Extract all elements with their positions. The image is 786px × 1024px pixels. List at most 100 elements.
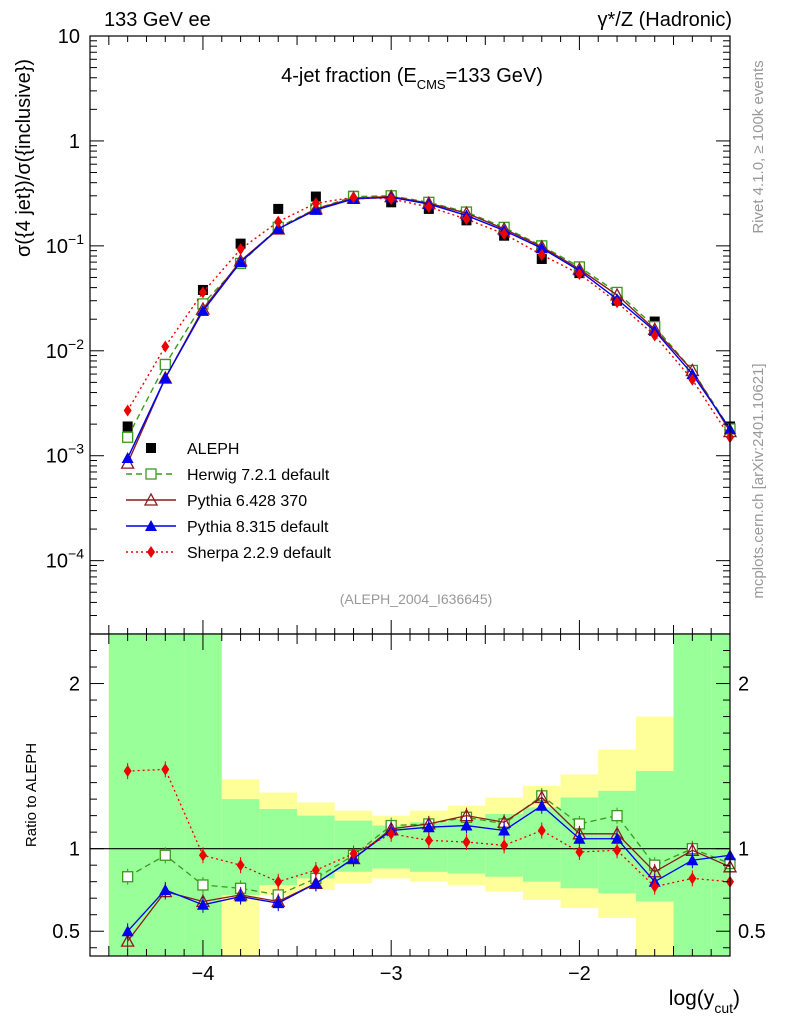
analysis-annotation: (ALEPH_2004_I636645) [340,591,493,607]
main-y-tick-label: 10−1 [46,231,84,258]
ratio-point-sherpa [688,872,697,885]
ratio-x-tick-label: −4 [192,963,215,985]
ratio-point-sherpa [613,844,622,857]
point-data [122,421,133,432]
main-y-tick-label: 10 [58,26,80,48]
ratio-y-tick-label-right: 1 [738,839,749,861]
ratio-bands [90,634,730,956]
series-pythia6 [120,189,738,469]
ratio-point-pythia8 [686,854,699,866]
ratio-point-sherpa [311,864,320,877]
series-line-pythia6 [127,195,731,464]
rivet-label: Rivet 4.1.0, ≥ 100k events [750,60,767,233]
point-pythia8 [121,452,134,464]
point-sherpa [161,340,170,353]
band-inner [146,634,185,956]
point-pythia8 [196,304,209,316]
ratio-point-herwig [159,849,171,861]
point-data [273,203,284,214]
legend-label: Pythia 8.315 default [187,519,329,536]
ratio-point-sherpa [274,875,283,888]
ratio-point-pythia8 [460,819,473,831]
legend-label: Pythia 6.428 370 [187,493,307,510]
band-inner [522,807,561,882]
ratio-point-pythia8 [422,821,435,833]
main-y-tick-label: 10−4 [46,546,84,573]
ratio-x-tick-label: −3 [380,963,403,985]
ratio-xlabel: log(ycut) [669,987,740,1016]
ratio-point-sherpa [500,839,509,852]
point-pythia8 [272,222,285,234]
header-right: γ*/Z (Hadronic) [598,9,732,31]
point-sherpa [123,404,132,417]
point-sherpa [198,286,207,299]
legend: ALEPH Herwig 7.2.1 default Pythia 6.428 37… [126,441,332,562]
main-y-tick-label-exp: −3 [68,441,84,457]
point-pythia8 [309,203,322,215]
band-inner [259,809,298,885]
legend-label: Sherpa 2.2.9 default [187,545,332,562]
point-sherpa [613,296,622,309]
ratio-point-pythia8 [309,877,322,889]
ratio-point-pythia8 [573,832,586,844]
point-sherpa [688,373,697,386]
ratio-point-sherpa [387,827,396,840]
ratio-point-pythia8 [498,824,511,836]
legend-marker [143,492,159,506]
ratio-y-tick-label-right: 2 [738,674,749,696]
point-sherpa [537,248,546,261]
legend-label: ALEPH [187,441,239,458]
ratio-point-sherpa [424,834,433,847]
point-sherpa [424,200,433,213]
ratio-point-sherpa [462,836,471,849]
main-y-tick-label-exp: −2 [68,336,84,352]
legend-label: Herwig 7.2.1 default [187,467,330,484]
point-sherpa [650,329,659,342]
series-line-pythia8 [127,196,731,459]
ratio-point-sherpa [198,849,207,862]
ratio-point-sherpa [349,847,358,860]
ratio-point-herwig [197,879,209,891]
mcplots-label: mcplots.cern.ch [arXiv:2401.10621] [750,363,767,598]
ratio-y-tick-label: 0.5 [52,921,80,943]
series-pythia8 [121,191,736,464]
ratio-point-sherpa [236,859,245,872]
ratio-series-sherpa [123,761,734,895]
point-pythia8 [535,242,548,254]
ratio-point-pythia8 [159,883,172,895]
main-y-tick-label: 10−2 [46,336,84,363]
legend-item-sherpa: Sherpa 2.2.9 default [126,545,332,562]
ratio-y-tick-label-right: 0.5 [738,921,766,943]
ratio-point-pythia8 [121,925,134,937]
legend-marker [145,520,157,531]
point-herwig [159,358,171,371]
ratio-point-herwig [611,809,623,822]
point-sherpa [575,267,584,280]
legend-item-pythia6: Pythia 6.428 370 [126,492,307,510]
point-sherpa [236,243,245,256]
legend-marker [145,468,157,480]
ratio-point-pythia8 [611,832,624,844]
point-sherpa [500,227,509,240]
main-frame [89,35,731,635]
main-y-tick-label-base: 10 [46,446,68,468]
legend-marker [146,443,156,453]
ratio-axes: 0.5 0.5 1 1 2 2 −4 −3 −2 [52,634,766,985]
main-y-tick-label-base: 10 [58,26,80,48]
series-herwig [121,190,736,443]
legend-marker [147,546,155,558]
ratio-point-pythia8 [272,897,285,909]
series-sherpa [123,191,734,444]
main-y-tick-label: 10−3 [46,441,84,468]
main-y-tick-label-base: 1 [69,131,80,153]
legend-item-herwig: Herwig 7.2.1 default [126,467,330,484]
main-y-tick-label-base: 10 [46,551,68,573]
ratio-point-pythia8 [196,898,209,910]
band-inner [221,799,260,895]
ratio-ylabel: Ratio to ALEPH [23,743,40,847]
ratio-x-tick-label: −2 [568,963,591,985]
ratio-marks [120,761,738,950]
legend-item-pythia8: Pythia 8.315 default [126,519,329,536]
